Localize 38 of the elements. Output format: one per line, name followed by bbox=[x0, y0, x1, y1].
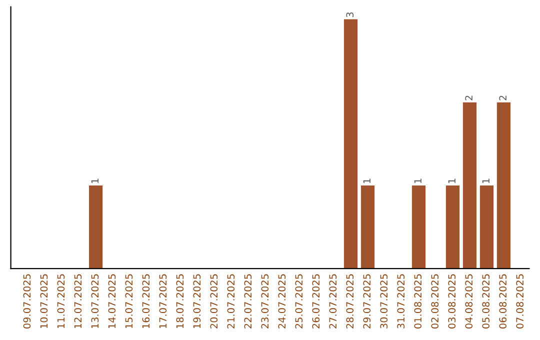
x-tick-label: 29.07.2025 bbox=[363, 274, 371, 328]
x-tick-label: 03.08.2025 bbox=[448, 274, 456, 328]
x-tick-label: 09.07.2025 bbox=[23, 274, 31, 328]
x-tick-label: 05.08.2025 bbox=[482, 274, 490, 328]
x-tick-label: 06.08.2025 bbox=[499, 274, 507, 328]
x-tick-label: 17.07.2025 bbox=[159, 274, 167, 328]
x-tick-label: 21.07.2025 bbox=[227, 274, 235, 328]
x-tick-label: 19.07.2025 bbox=[193, 274, 201, 328]
x-tick-label: 01.08.2025 bbox=[414, 274, 422, 328]
data-label: 1 bbox=[482, 178, 490, 184]
data-label: 1 bbox=[448, 178, 456, 184]
x-tick-label: 13.07.2025 bbox=[91, 274, 99, 328]
data-label: 2 bbox=[465, 96, 472, 100]
x-tick-label: 26.07.2025 bbox=[312, 274, 320, 328]
x-tick-label: 23.07.2025 bbox=[261, 274, 269, 328]
data-label: 2 bbox=[499, 96, 506, 100]
x-tick-label: 07.08.2025 bbox=[516, 274, 524, 328]
x-tick-label: 14.07.2025 bbox=[108, 274, 116, 328]
x-tick-label: 20.07.2025 bbox=[210, 274, 218, 328]
x-tick-label: 02.08.2025 bbox=[431, 274, 439, 328]
x-tick-label: 27.07.2025 bbox=[329, 274, 337, 328]
data-label: 1 bbox=[363, 178, 370, 184]
x-tick-label: 30.07.2025 bbox=[380, 274, 388, 328]
data-label: 1 bbox=[414, 178, 422, 184]
x-tick-label: 12.07.2025 bbox=[74, 274, 82, 328]
x-tick-label: 10.07.2025 bbox=[40, 274, 48, 328]
data-label: 3 bbox=[346, 12, 354, 18]
x-tick-label: 04.08.2025 bbox=[465, 274, 473, 328]
x-tick-label: 16.07.2025 bbox=[142, 274, 150, 328]
x-tick-label: 22.07.2025 bbox=[244, 274, 252, 328]
x-tick-label: 28.07.2025 bbox=[346, 274, 354, 328]
x-tick-label: 18.07.2025 bbox=[176, 274, 184, 328]
data-label: 1 bbox=[91, 178, 98, 184]
x-tick-label: 25.07.2025 bbox=[295, 274, 303, 328]
x-tick-label: 15.07.2025 bbox=[125, 274, 133, 328]
x-tick-label: 24.07.2025 bbox=[278, 274, 286, 328]
x-tick-label: 31.07.2025 bbox=[397, 274, 405, 328]
x-tick-label: 11.07.2025 bbox=[57, 274, 65, 328]
